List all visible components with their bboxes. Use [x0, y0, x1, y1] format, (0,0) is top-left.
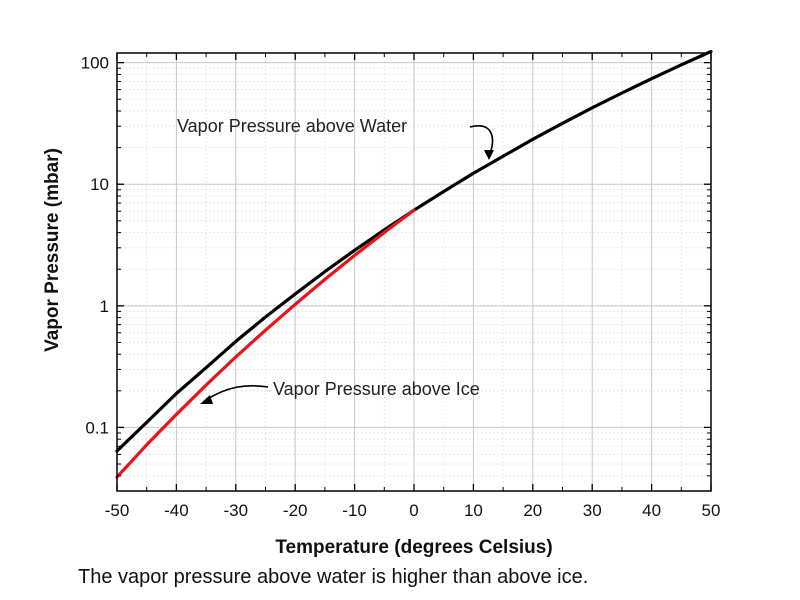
x-tick-label: -20	[283, 501, 308, 520]
y-axis-ticks: 0.1 1 10 100	[81, 54, 711, 477]
x-tick-label: -10	[342, 501, 367, 520]
x-axis-title: Temperature (degrees Celsius)	[275, 537, 552, 558]
x-axis-ticks: -50 -40 -30 -20 -10 0 10 20 30 40 50	[105, 53, 721, 520]
y-tick-label: 100	[81, 54, 109, 73]
annotation-ice-arrowhead	[200, 395, 213, 404]
x-tick-label: 30	[583, 501, 602, 520]
x-tick-label: -40	[164, 501, 189, 520]
annotation-ice-label: Vapor Pressure above Ice	[273, 379, 480, 399]
x-tick-label: 10	[464, 501, 483, 520]
y-tick-label: 1	[100, 297, 109, 316]
y-tick-label: 0.1	[85, 418, 109, 437]
annotation-water-arrowhead	[484, 150, 494, 160]
x-tick-label: 20	[523, 501, 542, 520]
y-tick-label: 10	[90, 175, 109, 194]
x-tick-label: -30	[224, 501, 249, 520]
annotation-ice-arrow	[205, 385, 269, 401]
figure-caption: The vapor pressure above water is higher…	[78, 566, 589, 588]
x-tick-label: 50	[702, 501, 721, 520]
x-tick-label: 0	[409, 501, 418, 520]
y-axis-title: Vapor Pressure (mbar)	[42, 148, 63, 352]
annotation-water-label: Vapor Pressure above Water	[177, 116, 407, 136]
ice-vapor-pressure-line	[115, 208, 416, 479]
x-tick-label: 40	[642, 501, 661, 520]
series-layer	[115, 49, 713, 479]
x-tick-label: -50	[105, 501, 130, 520]
